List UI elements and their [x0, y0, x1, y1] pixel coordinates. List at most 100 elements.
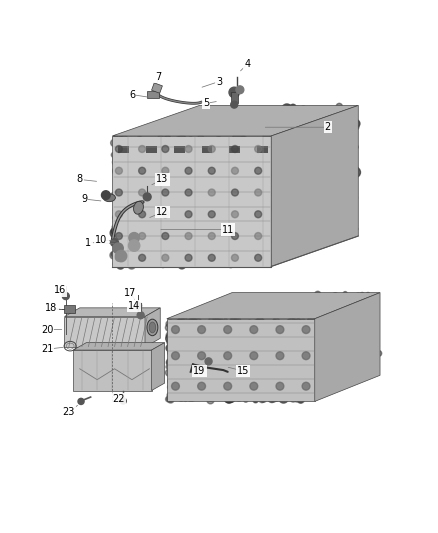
- Circle shape: [250, 195, 257, 201]
- Circle shape: [355, 293, 361, 299]
- Circle shape: [375, 300, 377, 302]
- Circle shape: [314, 364, 319, 369]
- Circle shape: [171, 343, 179, 351]
- Circle shape: [320, 221, 322, 223]
- Circle shape: [226, 235, 236, 246]
- Circle shape: [253, 333, 259, 340]
- Circle shape: [123, 191, 129, 197]
- Circle shape: [305, 179, 310, 183]
- Circle shape: [119, 184, 125, 190]
- Circle shape: [114, 145, 121, 152]
- Circle shape: [302, 144, 306, 148]
- Text: 3: 3: [216, 77, 222, 86]
- Circle shape: [187, 379, 191, 384]
- Circle shape: [249, 326, 252, 329]
- Circle shape: [226, 375, 237, 386]
- Circle shape: [293, 137, 297, 141]
- Circle shape: [237, 198, 244, 205]
- Circle shape: [170, 365, 177, 372]
- Circle shape: [190, 168, 201, 179]
- Circle shape: [281, 353, 289, 360]
- Circle shape: [204, 191, 209, 197]
- Circle shape: [166, 332, 173, 339]
- Circle shape: [120, 236, 124, 240]
- Circle shape: [280, 210, 286, 216]
- Circle shape: [272, 349, 277, 354]
- Circle shape: [376, 310, 379, 313]
- Circle shape: [277, 387, 284, 394]
- Circle shape: [173, 224, 178, 229]
- Circle shape: [185, 205, 191, 211]
- Circle shape: [186, 192, 195, 201]
- Circle shape: [172, 388, 175, 392]
- Circle shape: [231, 167, 238, 174]
- Circle shape: [208, 232, 215, 239]
- Circle shape: [190, 346, 202, 358]
- Circle shape: [276, 152, 281, 157]
- Circle shape: [121, 154, 127, 159]
- Circle shape: [280, 341, 286, 347]
- Circle shape: [256, 359, 262, 365]
- Circle shape: [231, 257, 237, 263]
- Circle shape: [201, 241, 208, 248]
- Circle shape: [141, 148, 151, 158]
- Circle shape: [250, 161, 256, 168]
- Circle shape: [283, 376, 291, 384]
- Circle shape: [244, 239, 248, 243]
- Circle shape: [239, 378, 244, 383]
- Circle shape: [214, 322, 220, 328]
- Circle shape: [255, 141, 260, 146]
- Circle shape: [286, 197, 291, 203]
- Circle shape: [151, 200, 155, 204]
- Circle shape: [136, 214, 144, 221]
- Circle shape: [115, 220, 122, 228]
- Circle shape: [232, 377, 236, 381]
- Circle shape: [226, 356, 232, 362]
- Circle shape: [233, 185, 236, 188]
- Circle shape: [369, 349, 372, 352]
- Circle shape: [243, 387, 249, 392]
- Circle shape: [321, 147, 329, 154]
- Circle shape: [290, 378, 298, 386]
- Circle shape: [227, 152, 233, 158]
- Circle shape: [208, 146, 215, 152]
- Circle shape: [328, 231, 333, 235]
- Circle shape: [373, 305, 378, 310]
- Circle shape: [203, 321, 206, 325]
- Circle shape: [171, 198, 180, 207]
- Circle shape: [274, 167, 280, 173]
- Circle shape: [287, 330, 295, 337]
- Circle shape: [222, 239, 225, 243]
- Circle shape: [211, 177, 221, 188]
- Circle shape: [275, 352, 286, 364]
- Circle shape: [233, 259, 239, 265]
- Circle shape: [213, 139, 224, 150]
- Circle shape: [127, 240, 136, 249]
- Circle shape: [331, 359, 336, 365]
- Circle shape: [122, 171, 127, 176]
- Circle shape: [173, 261, 178, 266]
- Circle shape: [255, 363, 262, 370]
- Circle shape: [353, 360, 359, 366]
- Circle shape: [289, 341, 293, 345]
- Circle shape: [226, 201, 230, 206]
- Circle shape: [173, 333, 180, 340]
- Circle shape: [300, 387, 307, 394]
- Circle shape: [288, 216, 290, 219]
- Circle shape: [346, 152, 351, 158]
- Circle shape: [326, 341, 331, 345]
- Circle shape: [324, 179, 328, 183]
- Circle shape: [221, 150, 229, 157]
- Circle shape: [168, 320, 173, 325]
- Circle shape: [254, 254, 261, 261]
- Circle shape: [122, 205, 126, 209]
- Circle shape: [357, 362, 359, 366]
- Circle shape: [238, 182, 246, 190]
- Circle shape: [213, 205, 222, 214]
- Circle shape: [278, 396, 283, 400]
- Circle shape: [137, 237, 141, 240]
- Circle shape: [229, 169, 238, 178]
- Circle shape: [181, 259, 187, 264]
- Ellipse shape: [147, 319, 158, 336]
- Circle shape: [194, 158, 199, 163]
